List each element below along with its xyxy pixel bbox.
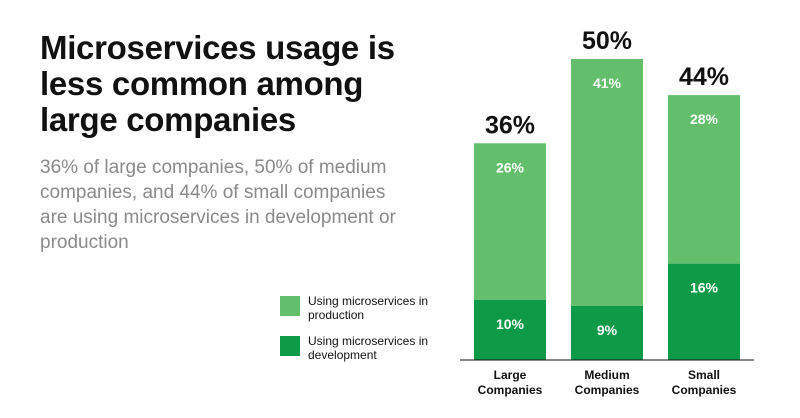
data-label-production-1: 26% <box>496 159 525 175</box>
legend-swatch-development <box>280 336 300 356</box>
bar-production-3 <box>668 95 740 264</box>
bar-development-2 <box>571 305 643 360</box>
bar-development-1 <box>474 299 546 360</box>
legend: Using microservices in production Using … <box>280 294 460 374</box>
legend-label-development: Using microservices in development <box>308 334 429 362</box>
category-label-2-line-1: Medium <box>584 368 629 382</box>
data-label-development-3: 16% <box>690 280 719 296</box>
category-label-1-line-1: Large <box>494 368 527 382</box>
category-label-2-line-2: Companies <box>575 383 640 397</box>
legend-item-development: Using microservices in development <box>280 334 460 368</box>
data-label-production-3: 28% <box>690 111 719 127</box>
total-label-3: 44% <box>679 63 729 91</box>
legend-label-production: Using microservices in production <box>308 294 429 322</box>
data-label-production-2: 41% <box>593 75 622 91</box>
total-label-2: 50% <box>582 27 632 55</box>
chart-subtitle: 36% of large companies, 50% of medium co… <box>40 157 396 253</box>
bar-production-1 <box>474 143 546 300</box>
category-label-3-line-2: Companies <box>672 383 737 397</box>
legend-swatch-production <box>280 296 300 316</box>
category-label-1-line-2: Companies <box>478 383 543 397</box>
chart-title: Microservices usage is less common among… <box>40 29 395 138</box>
bar-production-2 <box>571 59 643 306</box>
data-label-development-1: 10% <box>496 316 525 332</box>
data-label-development-2: 9% <box>597 322 618 338</box>
bar-development-3 <box>668 263 740 360</box>
total-label-1: 36% <box>485 111 535 139</box>
legend-item-production: Using microservices in production <box>280 294 460 328</box>
category-label-3-line-1: Small <box>688 368 720 382</box>
